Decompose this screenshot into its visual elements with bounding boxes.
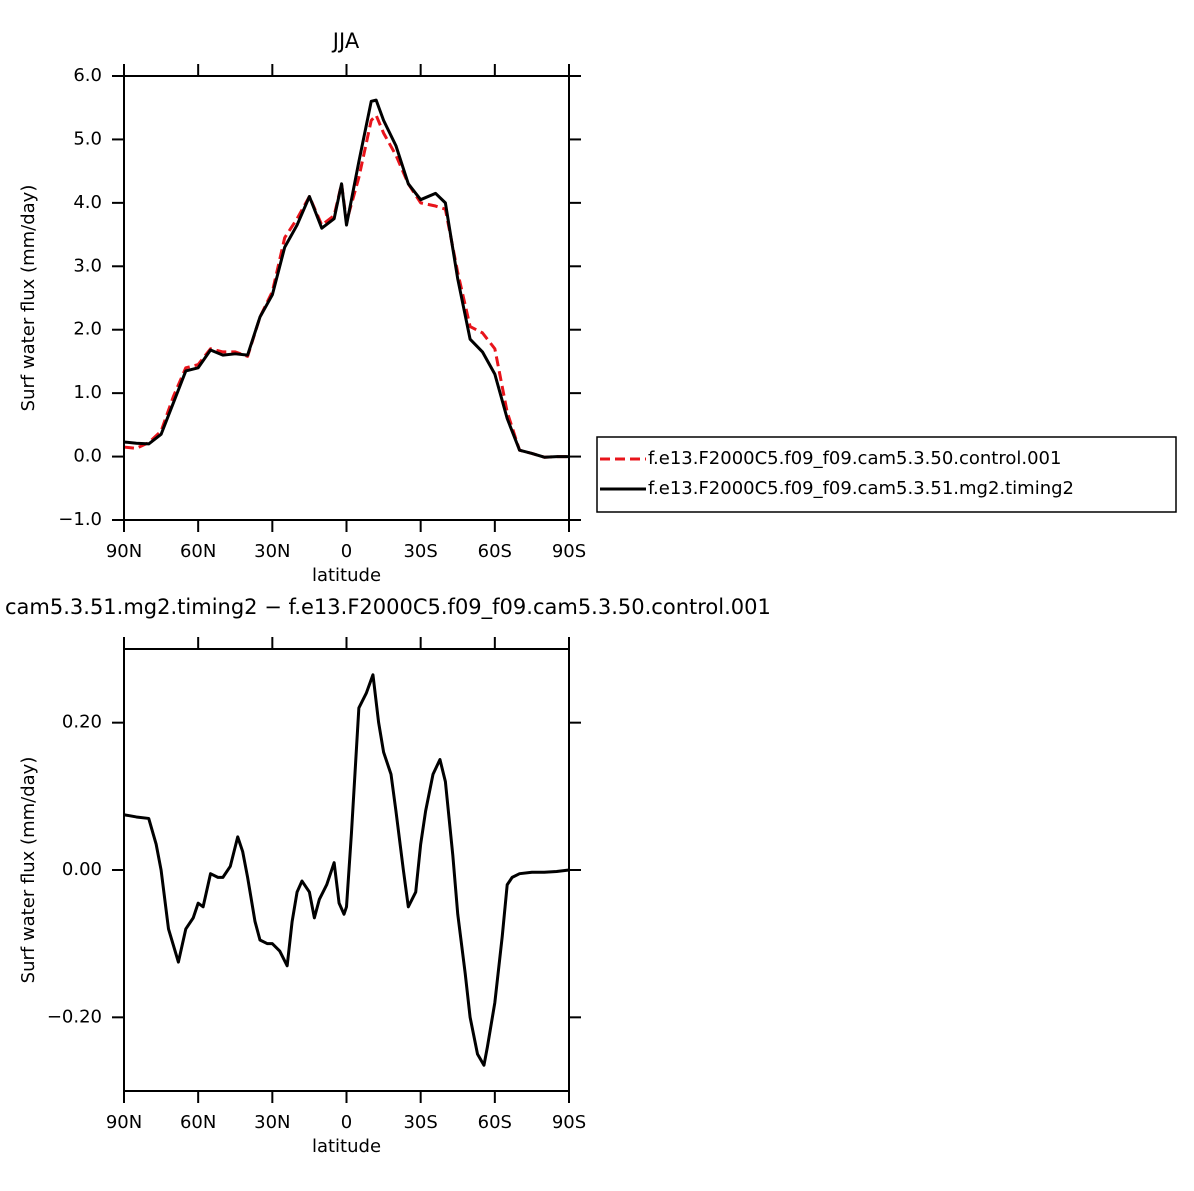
x-tick-label: 90N: [106, 1112, 142, 1133]
y-tick-label: −1.0: [58, 509, 102, 530]
y-tick-label: 5.0: [73, 128, 102, 149]
legend-label: f.e13.F2000C5.f09_f09.cam5.3.51.mg2.timi…: [648, 478, 1074, 499]
series-line: [123, 673, 570, 1067]
y-tick-label: 0.00: [62, 859, 102, 880]
x-tick-label: 90S: [552, 541, 586, 562]
y-axis-label: Surf water flux (mm/day): [18, 185, 39, 412]
y-tick-label: 0.20: [62, 712, 102, 733]
legend-label: f.e13.F2000C5.f09_f09.cam5.3.50.control.…: [648, 448, 1061, 469]
chart-title: cam5.3.51.mg2.timing2 − f.e13.F2000C5.f0…: [5, 595, 771, 620]
y-tick-label: −0.20: [47, 1006, 102, 1027]
legend-box: [596, 436, 1177, 513]
x-tick-label: 60N: [180, 541, 216, 562]
x-axis-label: latitude: [312, 565, 381, 586]
y-tick-label: 3.0: [73, 255, 102, 276]
x-tick-label: 90S: [552, 1112, 586, 1133]
x-tick-label: 30S: [403, 1112, 437, 1133]
y-tick-label: 2.0: [73, 319, 102, 340]
y-tick-label: 1.0: [73, 382, 102, 403]
x-tick-label: 30N: [254, 541, 290, 562]
x-tick-label: 30N: [254, 1112, 290, 1133]
plot-frame: [123, 75, 570, 521]
chart-title: JJA: [331, 29, 360, 53]
x-tick-label: 60S: [478, 1112, 512, 1133]
x-tick-label: 60N: [180, 1112, 216, 1133]
y-tick-label: 0.0: [73, 446, 102, 467]
x-tick-label: 60S: [478, 541, 512, 562]
series-line: [123, 98, 569, 459]
y-tick-label: 6.0: [73, 65, 102, 86]
y-axis-label: Surf water flux (mm/day): [18, 757, 39, 984]
y-tick-label: 4.0: [73, 192, 102, 213]
x-axis-label: latitude: [312, 1136, 381, 1157]
x-tick-label: 0: [341, 541, 352, 562]
plot-frame: [123, 648, 570, 1092]
x-tick-label: 90N: [106, 541, 142, 562]
x-tick-label: 30S: [403, 541, 437, 562]
x-tick-label: 0: [341, 1112, 352, 1133]
